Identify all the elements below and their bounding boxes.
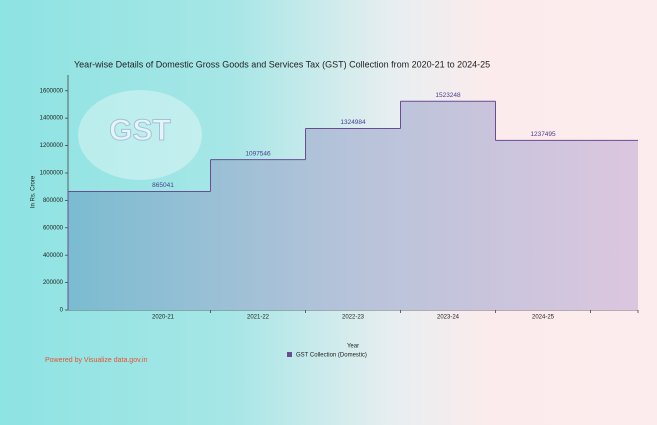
x-tick-label: 2023-24 — [437, 315, 460, 321]
y-tick-label: 1400000 — [40, 116, 64, 122]
chart-title: Year-wise Details of Domestic Gross Good… — [74, 59, 490, 69]
value-label: 1523248 — [435, 92, 461, 99]
y-tick-label: 800000 — [43, 198, 64, 204]
y-axis-label: In Rs. Crore — [31, 175, 37, 208]
y-tick-label: 200000 — [43, 280, 64, 286]
y-tick-label: 0 — [60, 308, 64, 314]
x-tick-label: 2021-22 — [247, 315, 270, 321]
svg-text:GST: GST — [109, 114, 171, 147]
y-tick-label: 600000 — [43, 225, 64, 231]
legend-swatch — [287, 352, 292, 357]
gst-illustration: GST — [78, 90, 202, 180]
y-tick-label: 400000 — [43, 253, 64, 259]
value-label: 865041 — [152, 182, 174, 189]
area-step — [68, 191, 211, 310]
value-label: 1237495 — [530, 131, 556, 138]
value-label: 1097546 — [245, 150, 271, 157]
y-tick-label: 1000000 — [40, 171, 64, 177]
value-label: 1324984 — [340, 119, 366, 126]
y-tick-label: 1600000 — [40, 88, 64, 94]
x-tick-label: 2022-23 — [342, 315, 365, 321]
area-step — [495, 140, 638, 310]
y-tick-label: 1200000 — [40, 143, 64, 149]
credit: Powered by Visualize data.gov.in — [45, 357, 148, 364]
area-step — [305, 128, 401, 310]
x-tick-label: 2020-21 — [152, 315, 175, 321]
legend-label: GST Collection (Domestic) — [296, 353, 367, 359]
x-axis-label: Year — [347, 344, 359, 350]
area-step — [210, 159, 306, 310]
x-tick-label: 2024-25 — [532, 315, 555, 321]
area-step — [400, 101, 496, 310]
